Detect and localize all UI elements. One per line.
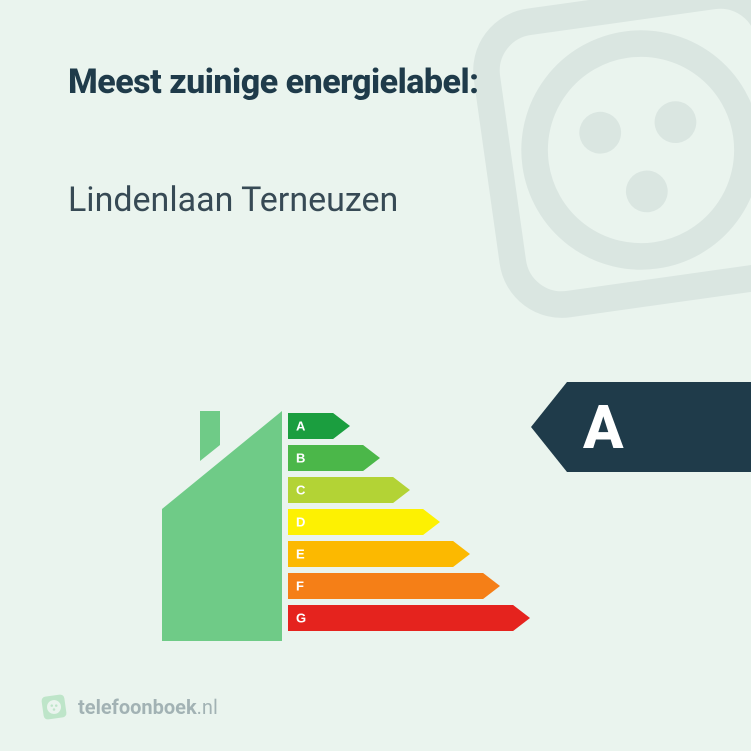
energy-bar-label-b: B: [296, 451, 305, 466]
card-title: Meest zuinige energielabel:: [68, 62, 479, 102]
energy-bar-label-f: F: [296, 579, 304, 594]
brand-name: telefoonboek: [78, 695, 197, 719]
rating-badge: A: [531, 382, 751, 472]
brand-tld: .nl: [197, 695, 218, 719]
rating-letter: A: [583, 392, 624, 463]
watermark-icon: [426, 0, 751, 365]
energy-bar-label-g: G: [296, 611, 306, 626]
energy-bar-c: [288, 477, 410, 503]
energy-bar-label-a: A: [296, 419, 306, 434]
energy-bar-label-e: E: [296, 547, 305, 562]
brand-text: telefoonboek.nl: [78, 695, 218, 719]
energy-bar-f: [288, 573, 500, 599]
energy-bar-label-d: D: [296, 515, 305, 530]
energy-bar-g: [288, 605, 530, 631]
energy-label-card: Meest zuinige energielabel: Lindenlaan T…: [0, 0, 751, 751]
footer-brand: telefoonboek.nl: [40, 693, 218, 721]
energy-bar-d: [288, 509, 440, 535]
energy-bar-label-c: C: [296, 483, 306, 498]
brand-icon: [40, 693, 68, 721]
energy-label-graphic: A B C D E F G: [162, 411, 532, 641]
card-subtitle: Lindenlaan Terneuzen: [68, 180, 398, 220]
energy-bar-e: [288, 541, 470, 567]
